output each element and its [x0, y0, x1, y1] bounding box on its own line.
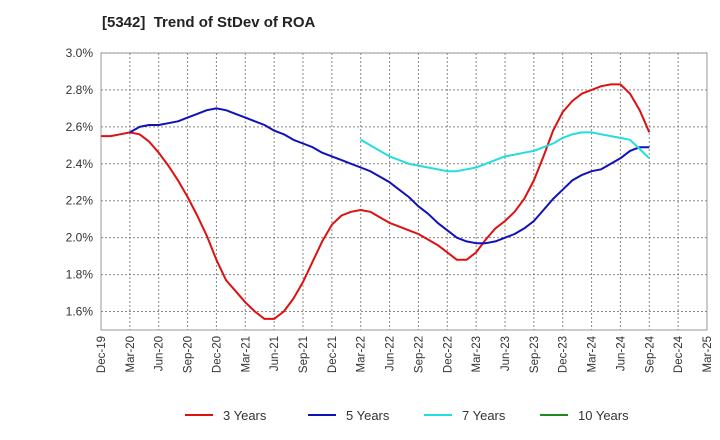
y-tick-label: 3.0%: [66, 46, 94, 60]
x-tick-label: Dec-24: [673, 335, 685, 373]
x-tick-label: Mar-21: [240, 336, 252, 372]
x-tick-label: Dec-19: [96, 336, 108, 373]
legend-label-5-years: 5 Years: [346, 408, 390, 423]
x-tick-label: Dec-20: [211, 336, 223, 373]
x-tick-label: Jun-24: [615, 335, 627, 371]
y-tick-label: 2.8%: [66, 83, 94, 97]
x-tick-label: Sep-20: [183, 336, 195, 373]
chart-title: [5342] Trend of StDev of ROA: [102, 14, 316, 31]
x-tick-label: Sep-22: [413, 336, 425, 373]
series-line-7-years: [360, 131, 650, 173]
x-tick-label: Jun-22: [385, 336, 397, 371]
x-tick-label: Dec-22: [442, 336, 454, 373]
x-tick-label: Mar-20: [125, 336, 137, 372]
x-tick-label: Mar-25: [702, 336, 714, 372]
x-tick-label: Sep-24: [644, 335, 656, 373]
x-tick-label: Mar-22: [356, 336, 368, 372]
legend-label-3-years: 3 Years: [223, 408, 267, 423]
x-tick-label: Dec-23: [558, 336, 570, 373]
legend-label-7-years: 7 Years: [462, 408, 506, 423]
legend-label-10-years: 10 Years: [578, 408, 629, 423]
x-tick-label: Jun-21: [269, 336, 281, 371]
y-tick-label: 1.6%: [66, 305, 94, 319]
x-tick-label: Mar-24: [587, 335, 599, 372]
y-tick-label: 2.2%: [66, 194, 94, 208]
x-tick-label: Jun-23: [500, 336, 512, 371]
plot-area: [100, 52, 708, 331]
y-tick-label: 2.6%: [66, 120, 94, 134]
x-tick-label: Mar-23: [471, 336, 483, 372]
series-line-5-years: [129, 107, 650, 245]
x-tick-label: Dec-21: [327, 336, 339, 373]
series-line-3-years: [101, 83, 651, 320]
y-tick-label: 2.4%: [66, 157, 94, 171]
x-tick-label: Jun-20: [154, 336, 166, 371]
x-tick-label: Sep-23: [529, 336, 541, 373]
y-tick-label: 1.8%: [66, 268, 94, 282]
y-tick-label: 2.0%: [66, 231, 94, 245]
x-tick-label: Sep-21: [298, 336, 310, 373]
